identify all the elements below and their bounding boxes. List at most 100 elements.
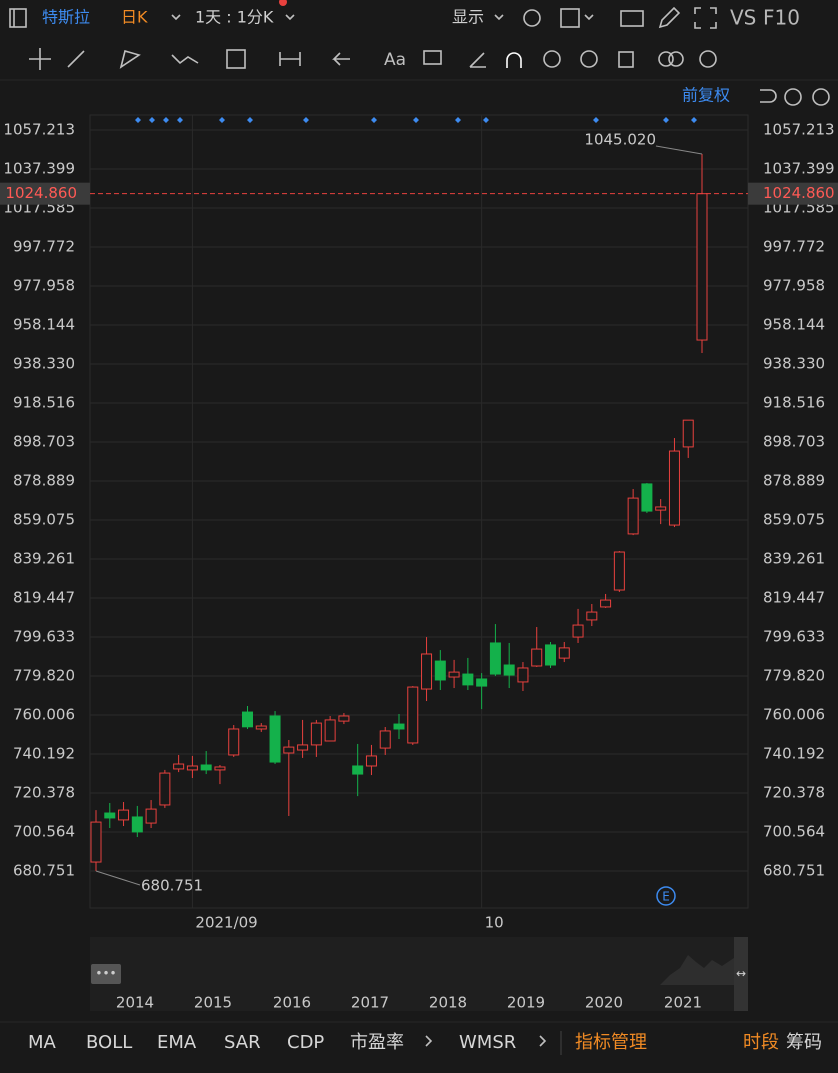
indicator-tab[interactable]: 市盈率: [350, 1032, 404, 1053]
candle-body: [641, 483, 653, 512]
stock-name[interactable]: 特斯拉: [42, 8, 90, 27]
low-leader: [95, 870, 141, 886]
fib-tool[interactable]: [226, 49, 246, 69]
line-tool[interactable]: [67, 50, 85, 68]
candle-body: [269, 715, 281, 763]
dropdown[interactable]: [171, 14, 181, 21]
undo-icon[interactable]: [760, 89, 777, 103]
high-leader: [655, 145, 703, 155]
y-tick-label: 740.192: [13, 744, 75, 762]
navigator-handle-dots[interactable]: •••: [95, 967, 116, 981]
chips-tab[interactable]: 筹码: [786, 1032, 822, 1053]
period[interactable]: 日K: [121, 8, 148, 27]
candle-body: [283, 746, 295, 754]
navigator[interactable]: [90, 937, 748, 1011]
y2-tick-label: 740.192: [763, 744, 825, 762]
shape-tool[interactable]: [119, 50, 141, 69]
move-tool[interactable]: [29, 48, 51, 70]
candle-body: [572, 624, 584, 638]
candle-body: [627, 497, 639, 535]
measure-tool[interactable]: [279, 52, 301, 66]
high-label: 1045.020: [584, 130, 656, 148]
candle-body: [173, 763, 185, 770]
candle-body: [558, 647, 570, 659]
candle-body: [90, 821, 102, 863]
y-tick-label: 958.144: [13, 315, 75, 333]
camera-icon[interactable]: [620, 10, 644, 27]
dropdown[interactable]: [494, 14, 504, 21]
candle-body: [214, 766, 226, 771]
navigator-resize[interactable]: ↔: [736, 967, 746, 981]
settings-icon[interactable]: [523, 9, 541, 27]
y2-tick-label: 700.564: [763, 822, 825, 840]
notify-dot: [279, 0, 287, 6]
candle-body: [655, 506, 667, 511]
y-tick-label: 977.958: [13, 276, 75, 294]
indicator-manage[interactable]: 指标管理: [575, 1032, 647, 1053]
y2-tick-label: 839.261: [763, 549, 825, 567]
tab-arrow[interactable]: [425, 1035, 433, 1047]
y-tick-label: 859.075: [13, 510, 75, 528]
layout-icon[interactable]: [560, 8, 580, 28]
magnet-tool[interactable]: [506, 52, 522, 68]
interval[interactable]: 1天 : 1分K: [195, 8, 274, 27]
navigator-year: 2021: [664, 994, 702, 1012]
draw-icon[interactable]: [658, 6, 681, 29]
y-tick-label: 720.378: [13, 783, 75, 801]
compare-icon[interactable]: [668, 51, 684, 67]
navigator-handle[interactable]: [91, 964, 121, 984]
last-price-box: [0, 182, 90, 205]
note-tool[interactable]: [423, 50, 442, 65]
y-tick-label: 799.633: [13, 627, 75, 645]
candle-body: [545, 644, 556, 666]
y2-tick-label: 938.330: [763, 354, 825, 372]
candle-body: [462, 673, 474, 686]
chart-settings[interactable]: [699, 50, 717, 68]
indicator-tab[interactable]: WMSR: [459, 1032, 516, 1053]
period-tab[interactable]: 时段: [743, 1032, 779, 1053]
adjust-mode[interactable]: 前复权: [682, 86, 730, 105]
indicator-tab[interactable]: BOLL: [86, 1032, 132, 1053]
sidebar-icon[interactable]: [9, 8, 27, 28]
earnings-badge[interactable]: [656, 886, 676, 906]
candle-body: [393, 723, 405, 730]
indicator-tab[interactable]: CDP: [287, 1032, 324, 1053]
dropdown[interactable]: [285, 14, 295, 21]
arrow-tool[interactable]: [332, 52, 350, 66]
candle-body: [379, 730, 391, 749]
earnings-marker[interactable]: E: [662, 890, 670, 904]
angle-tool[interactable]: [469, 52, 486, 68]
candle-body: [421, 653, 433, 690]
y2-tick-label: 977.958: [763, 276, 825, 294]
compare-icon[interactable]: [658, 51, 674, 67]
indicator-tab[interactable]: SAR: [224, 1032, 261, 1053]
candle-body: [310, 722, 322, 746]
candle-body: [434, 660, 446, 681]
hide-tool[interactable]: [580, 50, 598, 68]
delete-tool[interactable]: [618, 51, 634, 68]
navigator-window[interactable]: [734, 937, 748, 1011]
zoom-in[interactable]: [812, 88, 830, 106]
candle-body: [338, 715, 350, 722]
x-tick-label: 10: [485, 914, 504, 932]
candle-body: [531, 648, 543, 667]
last-price-label: 1024.860: [5, 184, 77, 202]
indicator-tab[interactable]: EMA: [157, 1032, 197, 1053]
y2-tick-label: 997.772: [763, 237, 825, 255]
vs-button[interactable]: VS: [730, 6, 756, 30]
tab-arrow[interactable]: [539, 1035, 547, 1047]
wave-tool[interactable]: [171, 54, 199, 65]
indicator-tab[interactable]: MA: [28, 1032, 57, 1053]
display[interactable]: 显示: [452, 8, 484, 27]
fullscreen-icon[interactable]: [694, 7, 717, 29]
dropdown[interactable]: [584, 14, 594, 21]
navigator-area: [660, 955, 734, 985]
f10-button[interactable]: F10: [763, 6, 800, 30]
event-diamond[interactable]: [135, 117, 697, 123]
text-tool[interactable]: Aa: [384, 50, 406, 70]
y2-tick-label: 760.006: [763, 705, 825, 723]
candle-body: [476, 678, 488, 687]
lock-tool[interactable]: [543, 50, 561, 68]
zoom-out[interactable]: [784, 88, 802, 106]
